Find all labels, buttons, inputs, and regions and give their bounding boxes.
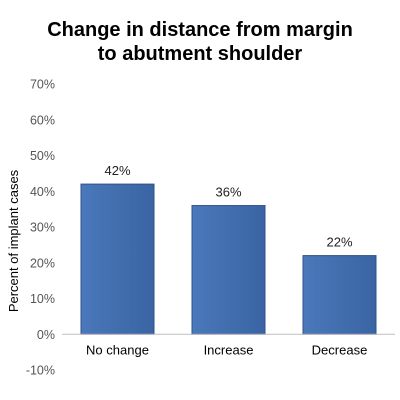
y-tick-label: 50% xyxy=(30,149,55,163)
x-tick-label: Increase xyxy=(204,342,254,357)
bar-increase xyxy=(191,205,266,335)
y-axis-label: Percent of implant cases xyxy=(6,169,21,312)
y-tick-label: 30% xyxy=(30,221,55,235)
bar-decrease xyxy=(302,255,377,335)
x-tick-label: No change xyxy=(86,342,149,357)
y-tick-label: 0% xyxy=(37,328,55,342)
y-tick-label: -10% xyxy=(26,364,55,378)
data-label: 36% xyxy=(215,185,241,200)
y-tick-label: 70% xyxy=(30,78,55,92)
y-tick-label: 20% xyxy=(30,256,55,270)
x-tick-label: Decrease xyxy=(312,342,368,357)
data-label: 42% xyxy=(104,163,130,178)
plot-area: 42% No change 36% Increase 22% Decrease xyxy=(62,163,395,357)
y-tick-label: 60% xyxy=(30,113,55,127)
y-tick-label: 10% xyxy=(30,292,55,306)
y-tick-label: 40% xyxy=(30,185,55,199)
bar-no-change xyxy=(80,183,155,335)
chart-title-line-1: Change in distance from margin xyxy=(47,19,353,41)
chart-title: Change in distance from margin to abutme… xyxy=(0,18,400,66)
chart-title-line-2: to abutment shoulder xyxy=(97,43,303,65)
y-axis-ticks: 70% 60% 50% 40% 30% 20% 10% 0% -10% xyxy=(26,78,55,378)
data-label: 22% xyxy=(326,235,352,250)
